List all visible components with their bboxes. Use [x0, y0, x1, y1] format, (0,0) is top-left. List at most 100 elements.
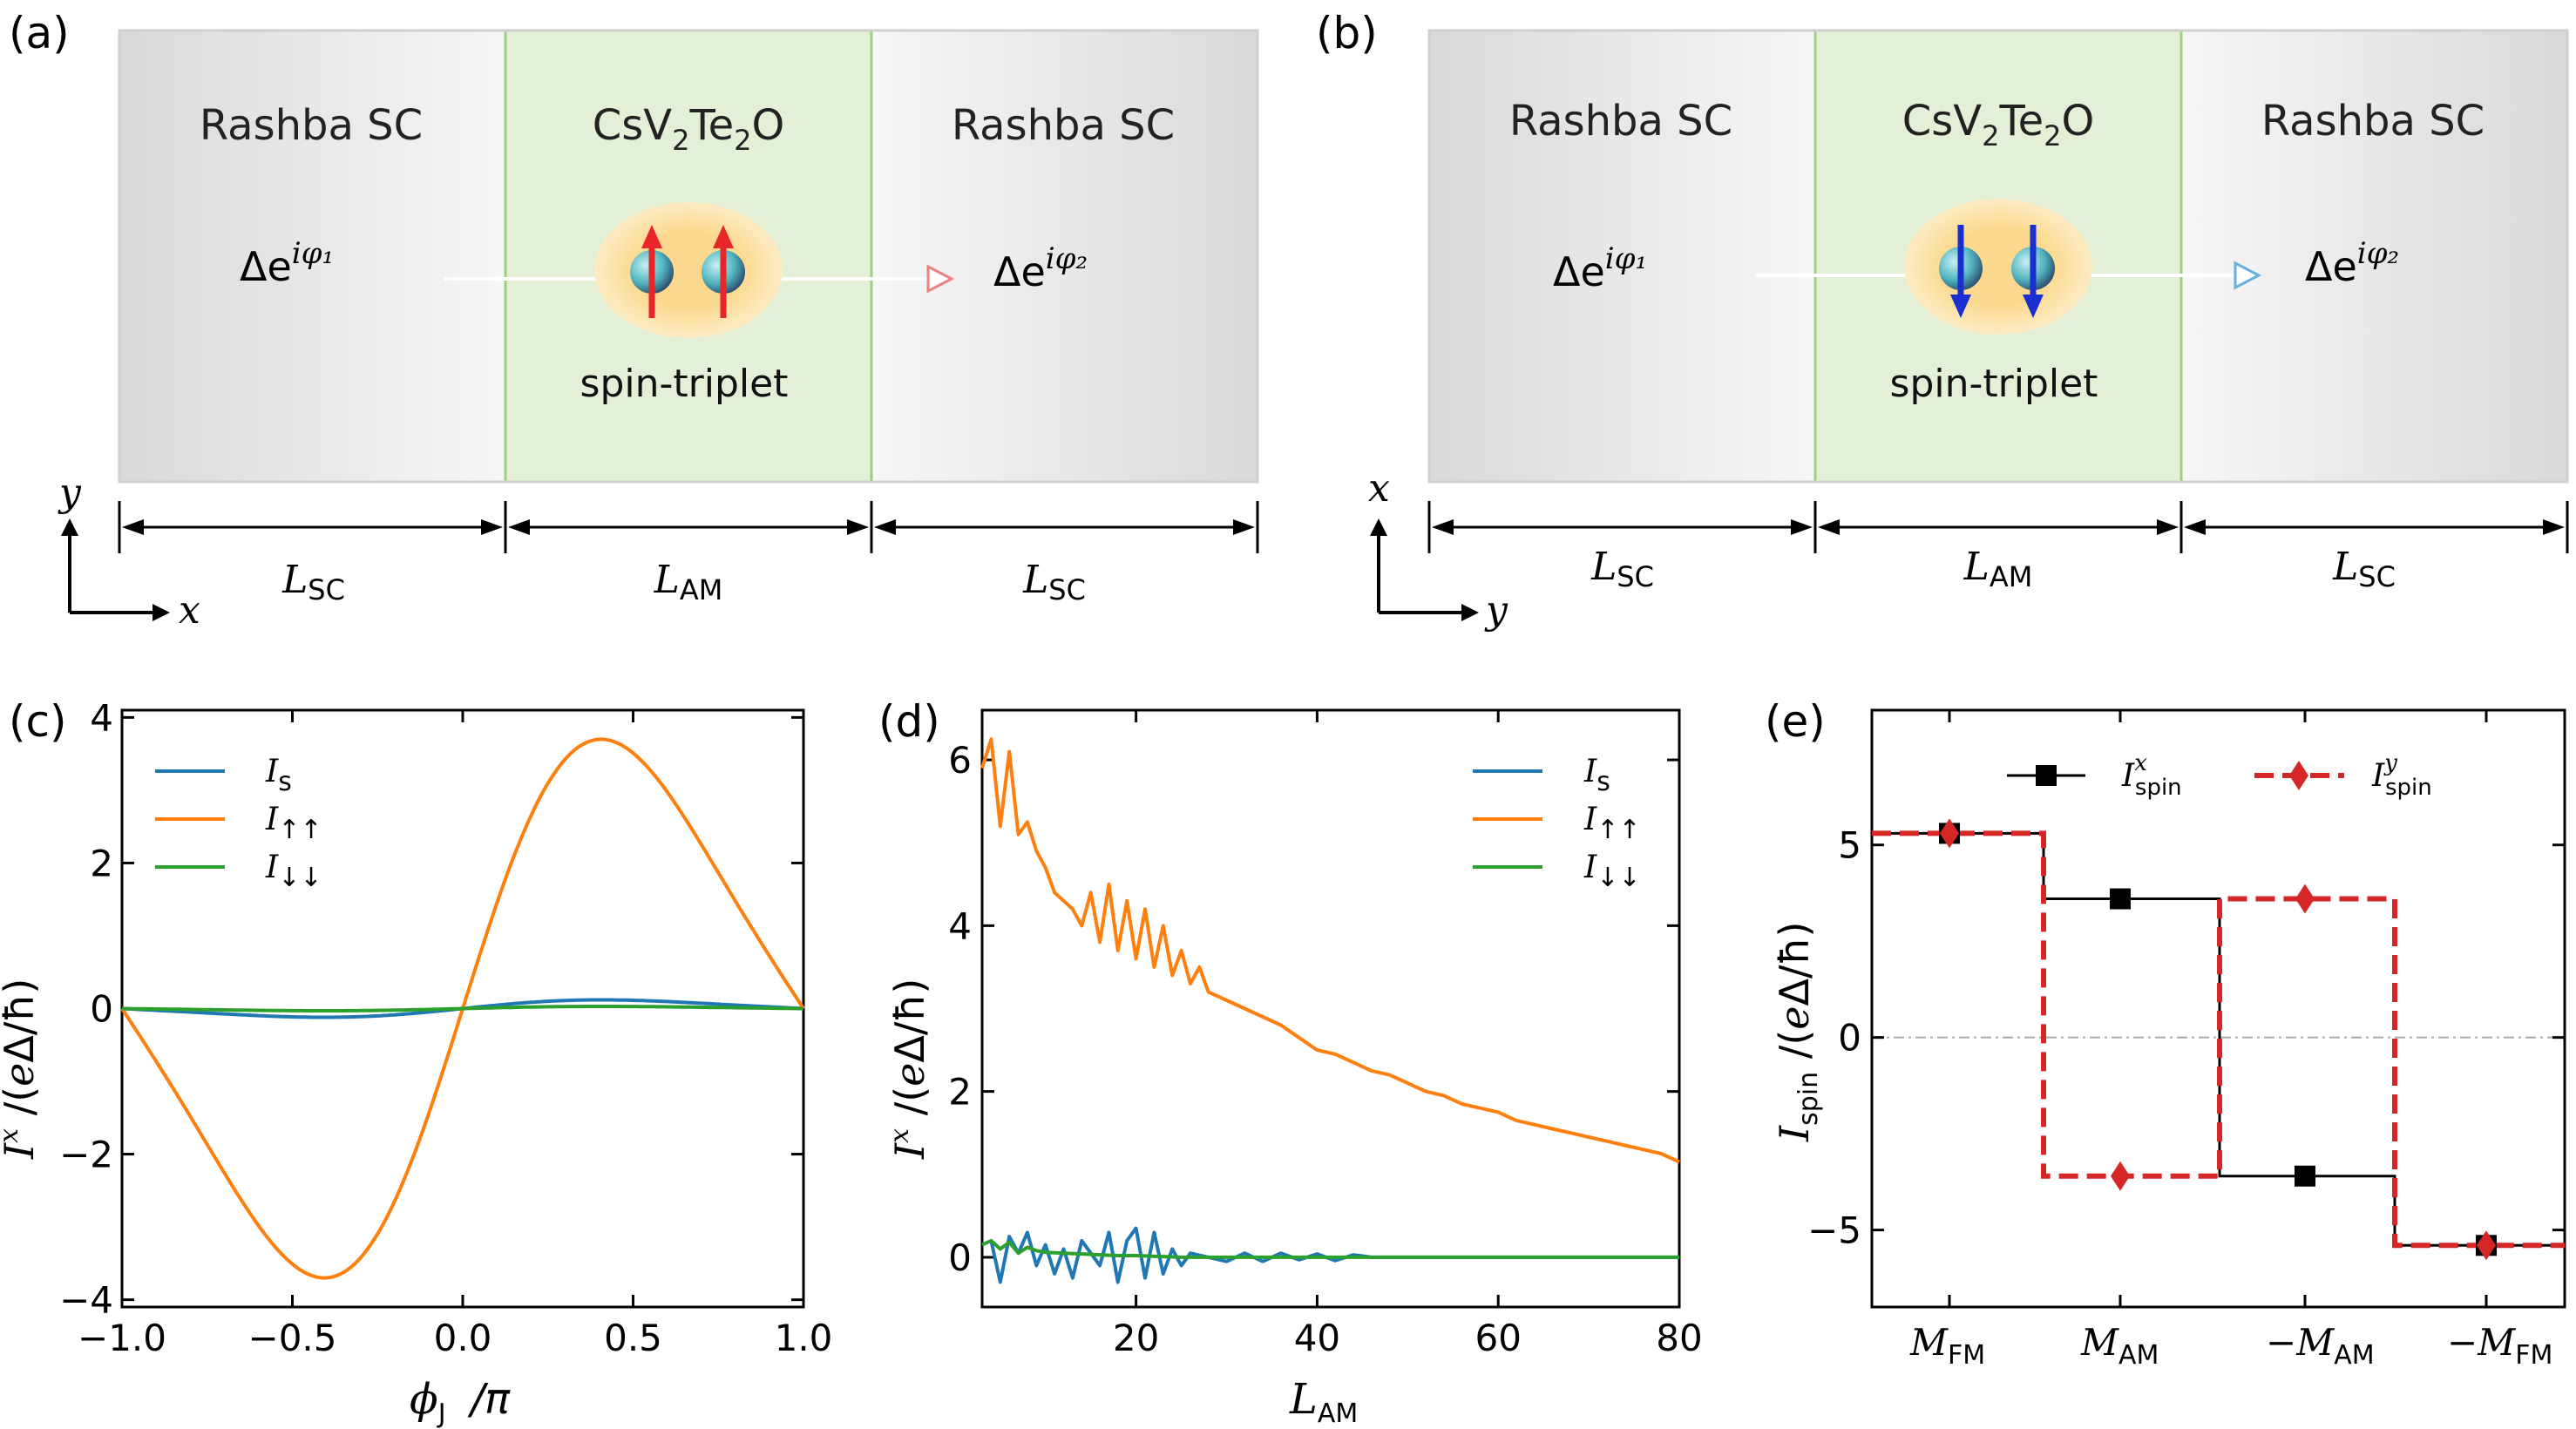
length-right-label: LSC [2332, 545, 2396, 593]
length-dimension [118, 501, 1259, 553]
marker-square [2295, 1165, 2315, 1187]
x-tick-label: −1.0 [78, 1317, 166, 1359]
x-tick-label: 0.5 [604, 1317, 662, 1359]
right-sc-label: Rashba SC [2261, 97, 2484, 146]
schematic-a: (a) Rashba SC Rashba SC CsV2Te2O Δeiφ₁ Δ… [9, 8, 1259, 633]
y-tick-label: 6 [948, 739, 972, 782]
y-tick-label: −5 [1807, 1209, 1861, 1252]
y-tick-label: 0 [90, 988, 113, 1031]
legend-label: I↓↓ [1583, 850, 1641, 893]
x-tick-label: 20 [1113, 1317, 1159, 1359]
series-line-2 [981, 1238, 1679, 1259]
spin-down-icon [1950, 225, 2044, 318]
x-tick-label: 80 [1656, 1317, 1702, 1359]
y-tick-label: 2 [948, 1071, 972, 1114]
y-axis-label: Ispin /(eΔ/ħ) [1771, 922, 1824, 1142]
coordinate-axes [61, 518, 170, 621]
legend-label: Ix spin [2121, 750, 2182, 801]
y-axis-label: Ix /(eΔ/ħ) [0, 979, 43, 1160]
x-axis-label: LAM [1289, 1375, 1358, 1429]
panel-label-b: (b) [1316, 8, 1378, 58]
phase-right: Δeiφ₂ [2305, 236, 2399, 290]
x-tick-label: 1.0 [775, 1317, 833, 1359]
x-tick-label: 40 [1294, 1317, 1340, 1359]
am-material-label: CsV2Te2O [1902, 97, 2095, 152]
y-tick-label: 0 [1838, 1017, 1861, 1060]
legend-label: I↓↓ [265, 850, 322, 893]
marker-diamond [2111, 1161, 2130, 1191]
y-tick-label: −2 [59, 1134, 113, 1176]
y-tick-label: 4 [90, 696, 113, 739]
pair-label: spin-triplet [1890, 362, 2098, 406]
am-material-label: CsV2Te2O [593, 101, 785, 157]
series-line-y [1872, 830, 2565, 1249]
axis-horizontal-label: y [1484, 588, 1508, 633]
series-line-0 [989, 1226, 1679, 1284]
panel-label-c: (c) [9, 696, 67, 747]
right-sc-region [2181, 30, 2567, 482]
legend-label: Is [265, 754, 292, 797]
schematic-b: (b) Rashba SC Rashba SC CsV2Te2O Δeiφ₁ Δ… [1316, 8, 2569, 633]
coordinate-axes [1370, 518, 1479, 621]
x-axis-label-rest: /π [467, 1375, 511, 1424]
device-outline [1427, 29, 2569, 484]
x-tick-label: 0.0 [434, 1317, 492, 1359]
phase-right: Δeiφ₂ [993, 241, 1088, 295]
plot-frame [980, 708, 1681, 1309]
chart-e: (e) −5 0 5 MFM MAM −MAM −MFM Ix spin Iy spin Ispin /… [1765, 696, 2566, 1371]
length-mid-label: LAM [1963, 545, 2033, 593]
x-axis-label: ϕJ [410, 1375, 446, 1429]
x-tick-label: −MFM [2447, 1321, 2552, 1371]
chart-c: (c) −1.0 −0.5 0.0 0.5 1.0 −4 −2 0 2 4 Is I↑↑ I↓↓ ϕJ/π I… [0, 696, 832, 1429]
y-tick-label: −4 [59, 1279, 113, 1322]
length-left-label: LSC [281, 558, 345, 606]
panel-label-a: (a) [9, 8, 70, 58]
legend-marker [2289, 761, 2308, 790]
x-tick-label: −0.5 [248, 1317, 337, 1359]
x-tick-label: MFM [1909, 1321, 1985, 1371]
marker-square [2110, 888, 2131, 910]
marker-diamond [2477, 1230, 2496, 1261]
left-sc-region [1429, 30, 1815, 482]
legend-marker [2036, 765, 2057, 786]
y-tick-label: 0 [948, 1236, 972, 1279]
right-sc-label: Rashba SC [952, 101, 1175, 150]
legend-label: I↑↑ [1583, 802, 1641, 845]
chart-d: (d) 20 40 60 80 0 2 4 6 Is I↑↑ I↓↓ LAM Ix /(eΔ/ħ) [878, 696, 1703, 1429]
length-right-label: LSC [1022, 558, 1086, 606]
series-line-2 [122, 1005, 803, 1012]
y-axis-label: Ix /(eΔ/ħ) [885, 979, 933, 1160]
cooper-pair [594, 202, 783, 338]
series-line-1 [980, 737, 1680, 1164]
legend-label: Iy spin [2371, 750, 2432, 801]
axis-horizontal-label: x [179, 588, 200, 633]
legend-label: I↑↑ [265, 802, 322, 845]
marker-diamond [2295, 884, 2315, 914]
legend-label: Is [1583, 754, 1610, 797]
y-tick-label: 4 [948, 904, 972, 947]
length-dimension [1427, 501, 2569, 553]
x-tick-label: −MAM [2266, 1321, 2375, 1371]
cooper-pair [1904, 199, 2092, 335]
panel-label-e: (e) [1765, 696, 1826, 747]
spin-up-icon [641, 225, 734, 318]
plot-frame [1870, 708, 2566, 1309]
left-sc-label: Rashba SC [1509, 97, 1732, 146]
y-tick-label: 2 [90, 842, 113, 884]
axis-vertical-label: y [58, 471, 82, 515]
x-tick-label: 60 [1474, 1317, 1521, 1359]
length-left-label: LSC [1590, 545, 1654, 593]
left-sc-region [119, 30, 505, 482]
phase-left: Δeiφ₁ [1553, 241, 1647, 295]
axis-vertical-label: x [1368, 466, 1390, 511]
pair-label: spin-triplet [580, 362, 789, 406]
device-outline [118, 29, 1259, 484]
right-sc-region [871, 30, 1257, 482]
panel-label-d: (d) [878, 696, 940, 747]
phase-left: Δeiφ₁ [240, 236, 334, 290]
x-tick-label: MAM [2080, 1321, 2159, 1371]
marker-diamond [1940, 818, 1959, 849]
left-sc-label: Rashba SC [200, 101, 423, 150]
y-tick-label: 5 [1838, 824, 1861, 867]
